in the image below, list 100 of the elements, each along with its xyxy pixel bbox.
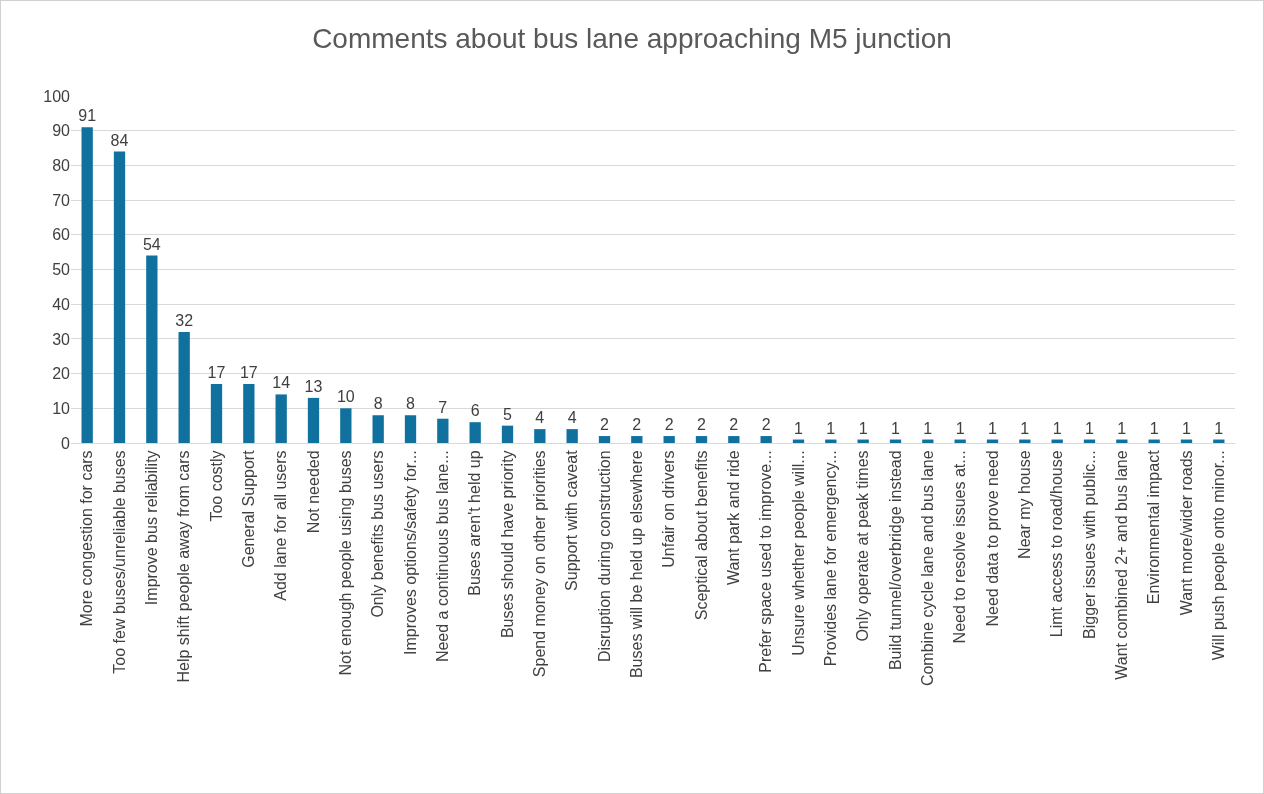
data-label: 1 <box>955 419 965 437</box>
bar <box>437 418 449 443</box>
bar <box>243 384 255 443</box>
data-label: 14 <box>272 374 291 392</box>
x-tick-label: Sceptical about benefits <box>692 450 710 621</box>
y-tick-label: 90 <box>52 122 71 140</box>
data-label: 8 <box>373 395 383 413</box>
bar <box>469 422 481 443</box>
x-tick-label: Build tunnel/overbridge instead <box>886 450 904 671</box>
data-label: 1 <box>1020 419 1030 437</box>
x-tick-label: Add lane for all users <box>272 450 290 601</box>
bar <box>663 436 675 443</box>
bar <box>307 397 320 443</box>
bar <box>81 127 93 443</box>
y-tick-label: 100 <box>43 87 71 105</box>
x-tick-label: Help shift people away from cars <box>175 450 193 683</box>
data-label: 1 <box>1052 419 1062 437</box>
x-tick-label: Spend money on other priorities <box>531 450 549 678</box>
x-tick-label: Prefer space used to improve... <box>757 450 775 673</box>
data-label: 32 <box>175 311 194 329</box>
x-tick-label: Improve bus reliability <box>143 450 161 606</box>
x-tick-label: Unfair on drivers <box>660 450 678 568</box>
bar <box>275 394 287 443</box>
data-label: 13 <box>304 377 323 395</box>
x-tick-label: Near my house <box>1016 450 1034 559</box>
x-tick-label: Combine cycle lane and bus lane <box>919 450 937 687</box>
x-tick-label: Environmental impact <box>1145 449 1163 605</box>
x-tick-label: Need to resolve issues at... <box>951 450 969 644</box>
y-tick-label: 30 <box>52 330 71 348</box>
x-tick-label: Too costly <box>207 450 225 522</box>
x-tick-label: Need a continuous bus lane... <box>434 450 452 663</box>
bar <box>178 331 190 443</box>
data-label: 4 <box>535 409 545 427</box>
bar <box>146 255 158 443</box>
x-tick-label: Buses will be held up elsewhere <box>628 450 646 679</box>
data-label: 2 <box>664 416 674 434</box>
y-tick-label: 20 <box>52 365 71 383</box>
y-tick-label: 60 <box>52 226 71 244</box>
y-tick-label: 70 <box>52 191 71 209</box>
x-tick-label: Not enough people using buses <box>337 450 355 676</box>
x-tick-label: Disruption during construction <box>595 450 613 663</box>
data-label: 1 <box>1085 419 1094 437</box>
x-tick-label: Improves options/safety for... <box>401 450 419 655</box>
data-label: 17 <box>239 364 258 382</box>
data-label: 54 <box>142 235 161 253</box>
bar <box>695 436 708 443</box>
x-tick-label: Unsure whether people will... <box>789 450 807 656</box>
data-label: 17 <box>207 364 226 382</box>
x-tick-label: Buses should have priority <box>498 450 516 639</box>
x-tick-label: Want combined 2+ and bus lane <box>1113 450 1131 680</box>
bar <box>566 429 578 443</box>
data-label: 1 <box>1117 419 1127 437</box>
bar <box>404 415 417 443</box>
bar <box>598 436 611 443</box>
data-label: 10 <box>336 388 355 406</box>
data-label: 7 <box>438 398 448 416</box>
data-label: 2 <box>761 416 771 434</box>
bar <box>534 429 546 443</box>
data-label: 8 <box>406 395 415 413</box>
y-tick-label: 0 <box>61 434 71 452</box>
bar <box>501 425 514 443</box>
x-tick-label: Provides lane for emergency... <box>822 450 840 667</box>
x-tick-label: Bigger issues with public... <box>1080 450 1098 639</box>
x-tick-label: Only benefits bus users <box>369 450 387 618</box>
chart-title: Comments about bus lane approaching M5 junction <box>312 23 952 55</box>
data-label: 2 <box>600 416 609 434</box>
data-label: 4 <box>567 409 577 427</box>
data-label: 1 <box>1214 419 1224 437</box>
data-label: 84 <box>110 131 129 149</box>
x-tick-label: Buses aren't held up <box>466 450 484 596</box>
bar <box>340 408 352 443</box>
data-label: 1 <box>794 419 803 437</box>
bar <box>760 436 772 443</box>
x-tick-label: Will push people onto minor... <box>1210 450 1228 661</box>
x-tick-label: Limt access to road/house <box>1048 450 1066 638</box>
x-tick-label: More congestion for cars <box>78 450 96 627</box>
x-tick-label: Support with caveat <box>563 449 581 591</box>
data-label: 91 <box>78 107 97 125</box>
x-tick-label: Not needed <box>304 450 322 534</box>
data-label: 6 <box>470 402 480 420</box>
x-tick-label: General Support <box>240 449 258 568</box>
data-label: 1 <box>891 419 900 437</box>
bar <box>113 151 126 443</box>
data-label: 1 <box>826 419 836 437</box>
y-tick-label: 80 <box>52 157 71 174</box>
data-label: 1 <box>1149 419 1159 437</box>
x-tick-label: Too few buses/unreliable buses <box>110 450 128 674</box>
data-label: 2 <box>632 416 642 434</box>
y-tick-label: 40 <box>52 295 71 313</box>
y-tick-label: 10 <box>52 399 71 417</box>
x-tick-label: Want more/wider roads <box>1177 450 1195 616</box>
x-tick-label: Need data to prove need <box>983 450 1001 627</box>
data-label: 2 <box>729 416 739 434</box>
data-label: 2 <box>697 416 706 434</box>
data-label: 1 <box>1182 419 1191 437</box>
bar <box>631 436 643 443</box>
y-tick-label: 50 <box>52 261 71 279</box>
bar <box>210 384 223 443</box>
x-tick-label: Only operate at peak times <box>854 450 872 642</box>
x-tick-label: Want park and ride <box>725 450 743 585</box>
